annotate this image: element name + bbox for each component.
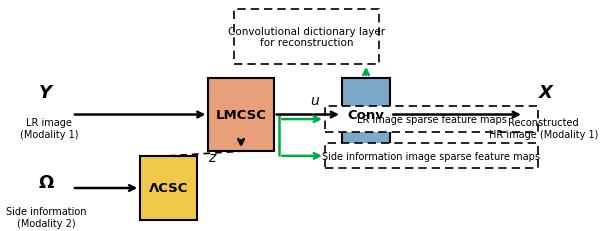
Text: LR image sparse feature maps: LR image sparse feature maps [356, 115, 507, 125]
FancyBboxPatch shape [325, 144, 538, 169]
Text: $\boldsymbol{\Omega}$: $\boldsymbol{\Omega}$ [38, 173, 55, 191]
FancyBboxPatch shape [140, 156, 197, 220]
Text: Convolutional dictionary layer
for reconstruction: Convolutional dictionary layer for recon… [228, 27, 385, 48]
FancyBboxPatch shape [325, 107, 538, 132]
Text: $\boldsymbol{X}$: $\boldsymbol{X}$ [538, 83, 555, 101]
Text: Side information image sparse feature maps: Side information image sparse feature ma… [322, 151, 541, 161]
Text: $u$: $u$ [310, 93, 320, 107]
FancyBboxPatch shape [208, 79, 274, 152]
Text: Side information
(Modality 2): Side information (Modality 2) [6, 206, 87, 228]
FancyBboxPatch shape [342, 79, 390, 152]
Text: LR image
(Modality 1): LR image (Modality 1) [20, 118, 78, 140]
Text: $z$: $z$ [208, 150, 218, 164]
Text: $\boldsymbol{Y}$: $\boldsymbol{Y}$ [38, 83, 55, 101]
Text: Reconstructed
HR image (Modality 1): Reconstructed HR image (Modality 1) [489, 118, 598, 140]
Text: Conv: Conv [348, 109, 385, 122]
FancyBboxPatch shape [234, 10, 379, 65]
Text: LMCSC: LMCSC [216, 109, 267, 122]
Text: ΛCSC: ΛCSC [149, 182, 188, 195]
